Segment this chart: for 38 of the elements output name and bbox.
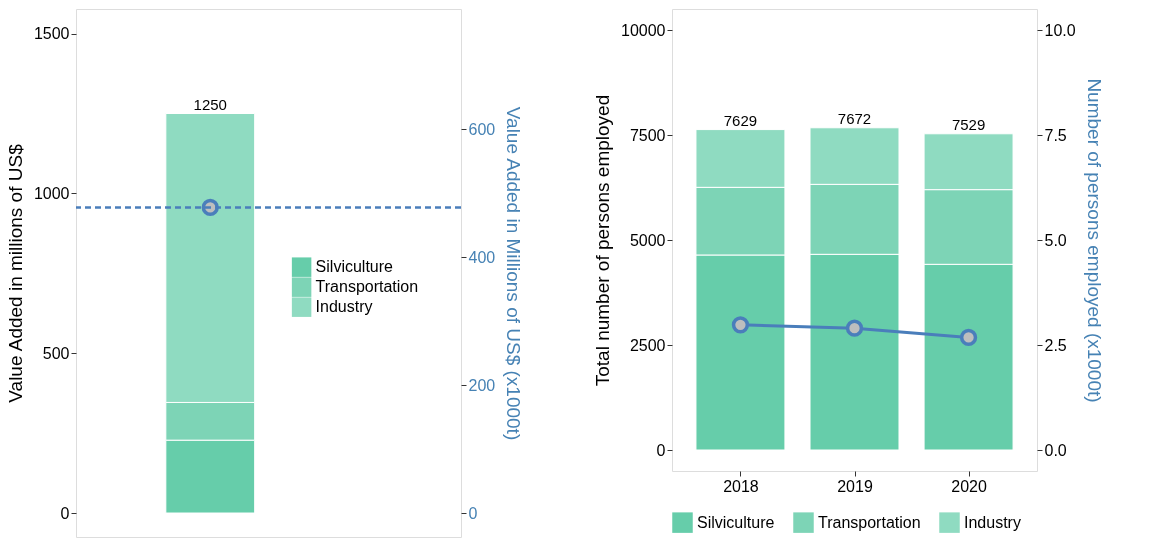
y2-tick-label: 200 (468, 376, 496, 394)
legend-label: Silviculture (697, 513, 775, 531)
total-label: 7672 (837, 109, 872, 127)
y-tick-label: 5000 (629, 231, 666, 249)
x-tick-label: 2020 (951, 477, 987, 495)
legend-label: Industry (964, 513, 1021, 531)
point (845, 319, 864, 337)
x-tick-label: 2018 (723, 477, 759, 495)
y-axis-title: Total number of persons employed (592, 94, 614, 387)
y2-tick-label: 600 (468, 120, 496, 138)
legend-label: Transportation (818, 513, 921, 531)
y2-tick-label: 400 (468, 248, 496, 266)
legend-label: Silviculture (315, 258, 394, 276)
y-tick-label: 0 (60, 504, 70, 522)
y2-tick-label: 5.0 (1044, 231, 1067, 249)
y2-tick-label: 10.0 (1044, 21, 1076, 39)
y-tick-label: 2500 (629, 336, 666, 354)
x-tick-label: 2019 (837, 477, 873, 495)
y2-tick-label: 0.0 (1044, 441, 1067, 459)
total-label: 1250 (193, 95, 227, 113)
legend-label: Transportation (315, 278, 419, 296)
legend-label: Industry (315, 298, 373, 316)
y-axis-title: Value Added in millions of US$ (4, 143, 26, 403)
y2-tick-label: 7.5 (1044, 126, 1067, 144)
y2-axis-title: Number of persons employed (x1000t) (1083, 78, 1105, 403)
y2-tick-label: 2.5 (1044, 336, 1067, 354)
y-tick-label: 7500 (629, 126, 666, 144)
total-label: 7629 (723, 111, 758, 129)
y-tick-label: 1500 (33, 25, 70, 43)
y-tick-label: 500 (42, 344, 70, 362)
point (731, 316, 750, 334)
y2-axis-title: Value Added in Millions of US$ (x1000t) (503, 106, 525, 441)
point (959, 328, 978, 347)
y-tick-label: 10000 (621, 21, 666, 39)
total-label: 7529 (951, 115, 986, 133)
y-tick-label: 1000 (33, 184, 70, 202)
y-tick-label: 0 (656, 441, 666, 459)
y2-tick-label: 0 (468, 504, 478, 522)
